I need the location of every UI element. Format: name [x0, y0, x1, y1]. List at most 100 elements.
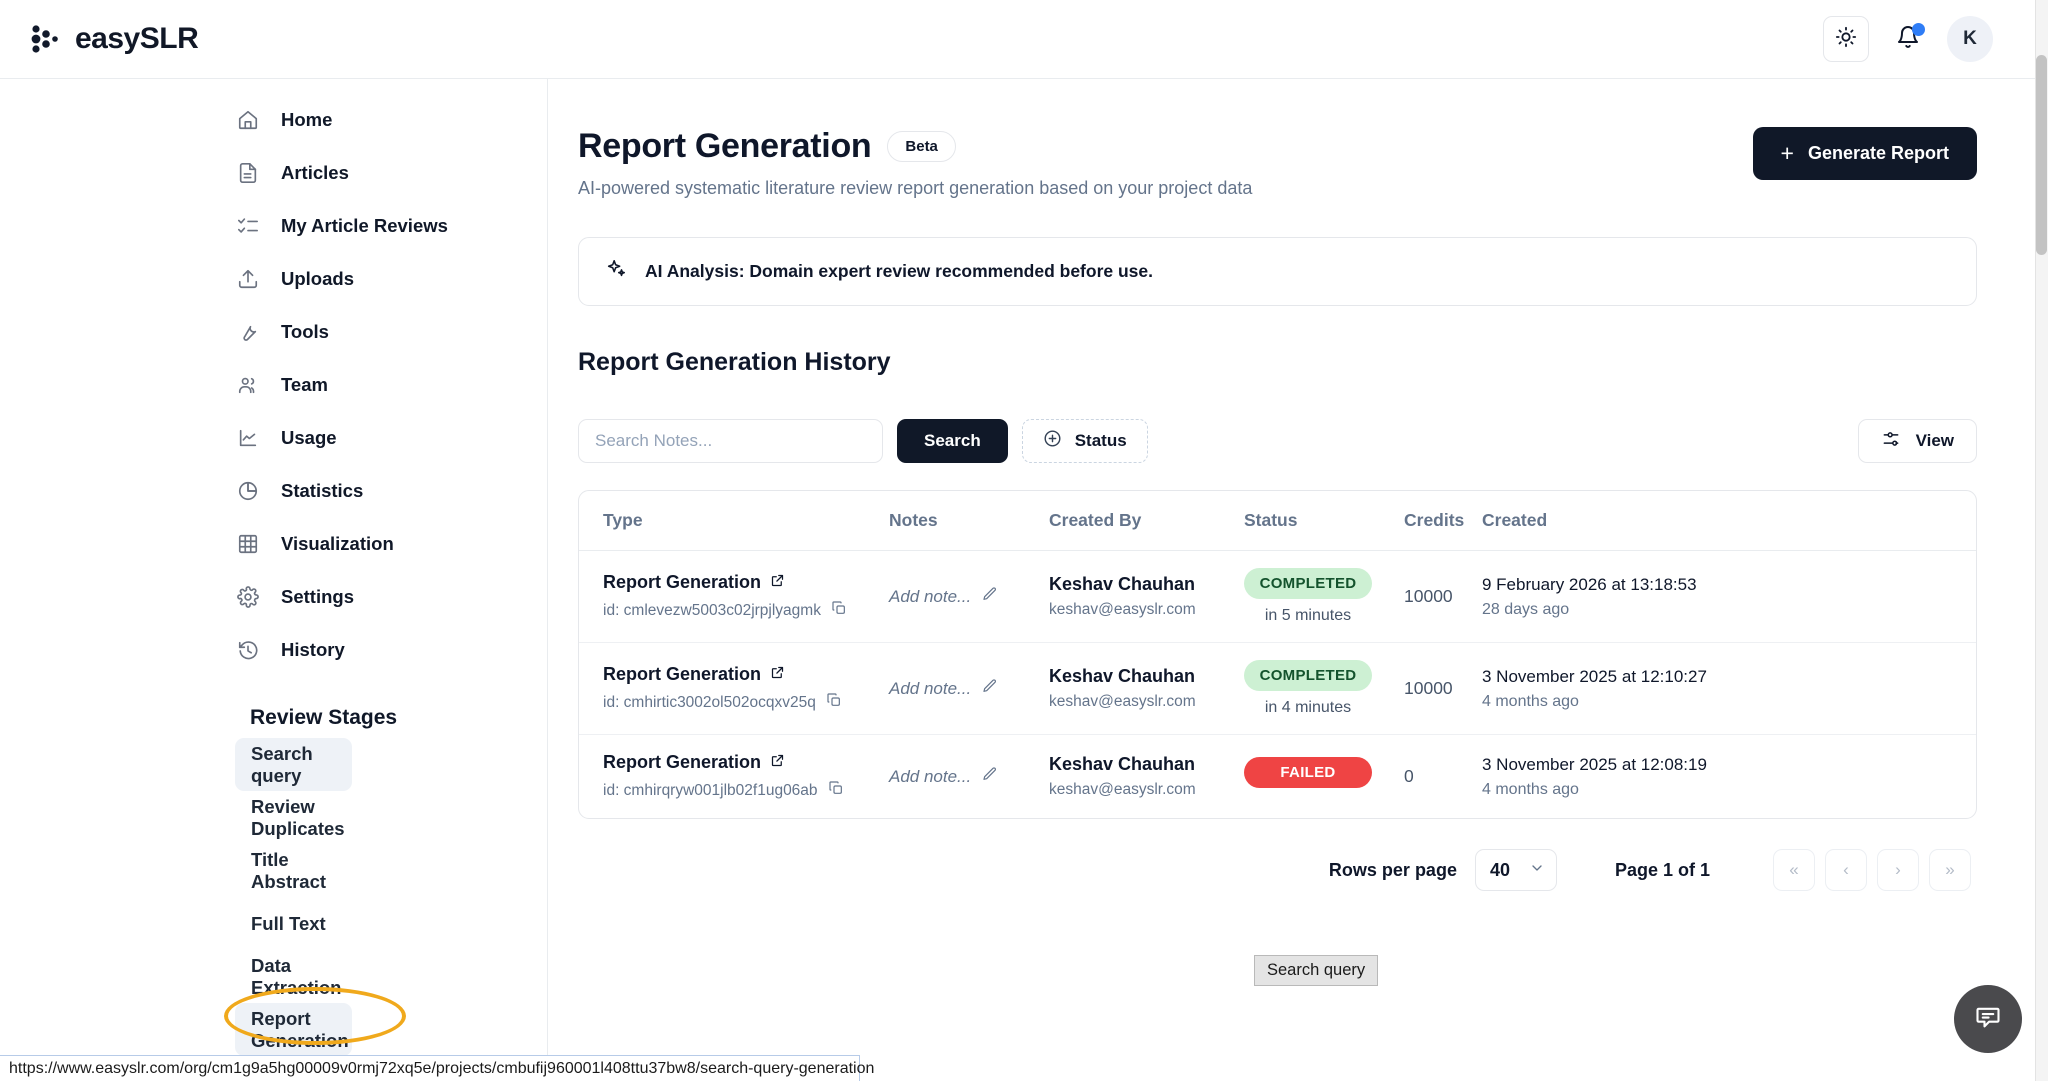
cell-credits: 0 — [1404, 735, 1482, 819]
page-scrollbar[interactable] — [2035, 0, 2048, 1081]
column-header-created-by: Created By — [1049, 491, 1244, 551]
brand[interactable]: easySLR — [24, 21, 199, 57]
sidebar-item-statistics[interactable]: Statistics — [0, 464, 517, 517]
copy-icon[interactable] — [831, 600, 847, 621]
type-title[interactable]: Report Generation — [603, 572, 889, 593]
sidebar-item-label: Visualization — [281, 532, 394, 554]
sidebar-item-uploads[interactable]: Uploads — [0, 252, 517, 305]
stage-label: Review Duplicates — [251, 795, 345, 839]
chevrons-left-icon: « — [1789, 860, 1799, 879]
gear-icon — [237, 585, 259, 608]
next-page-button[interactable]: › — [1877, 849, 1919, 891]
table-row[interactable]: Report Generation id: cmhirtic3002ol502o… — [579, 642, 1976, 735]
sidebar-item-label: Tools — [281, 320, 329, 342]
table-row[interactable]: Report Generation id: cmlevezw5003c02jrp… — [579, 550, 1976, 643]
id-text: id: cmhirtic3002ol502ocqxv25q — [603, 693, 816, 711]
add-note[interactable]: Add note... — [889, 766, 1049, 787]
sidebar-item-my-article-reviews[interactable]: My Article Reviews — [0, 199, 517, 252]
sliders-icon — [1881, 429, 1901, 454]
pagination: Rows per page 40 Page 1 of 1 « ‹ › » — [578, 849, 1977, 891]
sidebar-stage-full-text[interactable]: Full Text — [235, 897, 352, 950]
page-header-text: Report Generation Beta AI-powered system… — [578, 127, 1252, 199]
history-table-element: Type Notes Created By Status Credits Cre… — [579, 491, 1976, 818]
sidebar-item-label: History — [281, 638, 345, 660]
cell-notes[interactable]: Add note... — [889, 735, 1049, 819]
top-bar-actions: K — [1823, 16, 2011, 62]
sidebar-item-tools[interactable]: Tools — [0, 305, 517, 358]
sparkles-icon — [605, 258, 627, 285]
sidebar-item-home[interactable]: Home — [0, 93, 517, 146]
sidebar-item-label: Usage — [281, 426, 337, 448]
table-row[interactable]: Report Generation id: cmhirqryw001jlb02f… — [579, 735, 1976, 819]
main-content: Report Generation Beta AI-powered system… — [548, 79, 2035, 1081]
sidebar-stage-search-query[interactable]: Search query — [235, 738, 352, 791]
sidebar-item-visualization[interactable]: Visualization — [0, 517, 517, 570]
search-button[interactable]: Search — [897, 419, 1008, 463]
external-link-icon[interactable] — [770, 572, 785, 593]
add-note[interactable]: Add note... — [889, 586, 1049, 607]
history-table: Type Notes Created By Status Credits Cre… — [578, 490, 1977, 819]
prev-page-button[interactable]: ‹ — [1825, 849, 1867, 891]
add-note[interactable]: Add note... — [889, 678, 1049, 699]
rows-per-page-select[interactable]: 40 — [1474, 849, 1557, 891]
sidebar-stage-data-extraction[interactable]: Data Extraction — [235, 950, 352, 1003]
note-placeholder: Add note... — [889, 586, 972, 606]
status-badge: COMPLETED — [1244, 660, 1372, 691]
cell-notes[interactable]: Add note... — [889, 642, 1049, 735]
first-page-button[interactable]: « — [1773, 849, 1815, 891]
filter-controls: Search Status — [578, 419, 1148, 463]
sidebar-item-history[interactable]: History — [0, 623, 517, 676]
pencil-icon[interactable] — [982, 678, 998, 699]
creator-name: Keshav Chauhan — [1049, 754, 1196, 774]
status-filter-button[interactable]: Status — [1021, 419, 1148, 463]
cell-created-by: Keshav Chauhan keshav@easyslr.com — [1049, 642, 1244, 735]
sidebar-item-team[interactable]: Team — [0, 358, 517, 411]
pencil-icon[interactable] — [982, 766, 998, 787]
cell-status: COMPLETED in 4 minutes — [1244, 642, 1404, 735]
table-head: Type Notes Created By Status Credits Cre… — [579, 491, 1976, 551]
creator-email: keshav@easyslr.com — [1049, 601, 1196, 618]
avatar[interactable]: K — [1947, 16, 1993, 62]
sidebar-stage-title-abstract[interactable]: Title Abstract — [235, 844, 352, 897]
external-link-icon[interactable] — [770, 664, 785, 685]
type-title[interactable]: Report Generation — [603, 752, 889, 773]
page-title: Report Generation — [578, 127, 872, 165]
type-title[interactable]: Report Generation — [603, 664, 889, 685]
search-input[interactable] — [578, 419, 883, 463]
chevron-right-icon: › — [1895, 860, 1901, 879]
sidebar-item-articles[interactable]: Articles — [0, 146, 517, 199]
external-link-icon[interactable] — [770, 752, 785, 773]
sidebar-item-label: Statistics — [281, 479, 364, 501]
theme-toggle-button[interactable] — [1823, 16, 1869, 62]
sidebar-item-settings[interactable]: Settings — [0, 570, 517, 623]
rows-per-page-label: Rows per page — [1328, 859, 1457, 880]
created-relative: 4 months ago — [1482, 780, 1579, 798]
note-placeholder: Add note... — [889, 678, 972, 698]
copy-icon[interactable] — [828, 780, 844, 801]
sidebar-stage-review-duplicates[interactable]: Review Duplicates — [235, 791, 352, 844]
scrollbar-thumb[interactable] — [2036, 55, 2047, 255]
cell-notes[interactable]: Add note... — [889, 550, 1049, 643]
stage-label: Data Extraction — [251, 954, 342, 998]
sidebar-item-label: Articles — [281, 161, 349, 183]
view-options-button[interactable]: View — [1857, 419, 1977, 463]
table-header-row: Type Notes Created By Status Credits Cre… — [579, 491, 1976, 551]
stage-label: Title Abstract — [251, 848, 327, 892]
copy-icon[interactable] — [826, 692, 842, 713]
sidebar-item-usage[interactable]: Usage — [0, 411, 517, 464]
column-header-notes: Notes — [889, 491, 1049, 551]
rows-per-page-value: 40 — [1489, 859, 1510, 880]
pencil-icon[interactable] — [982, 586, 998, 607]
type-label: Report Generation — [603, 572, 762, 592]
last-page-button[interactable]: » — [1929, 849, 1971, 891]
filter-row: Search Status View — [578, 419, 1977, 463]
notifications-button[interactable] — [1891, 22, 1925, 56]
cell-credits: 10000 — [1404, 642, 1482, 735]
sidebar-stage-report-generation[interactable]: Report Generation — [235, 1003, 352, 1056]
cell-created-by: Keshav Chauhan keshav@easyslr.com — [1049, 550, 1244, 643]
generate-report-button[interactable]: + Generate Report — [1752, 127, 1977, 180]
pagination-buttons: « ‹ › » — [1773, 849, 1971, 891]
chat-support-button[interactable] — [1954, 985, 2022, 1053]
plus-icon: + — [1780, 140, 1794, 166]
generate-report-label: Generate Report — [1807, 143, 1949, 163]
